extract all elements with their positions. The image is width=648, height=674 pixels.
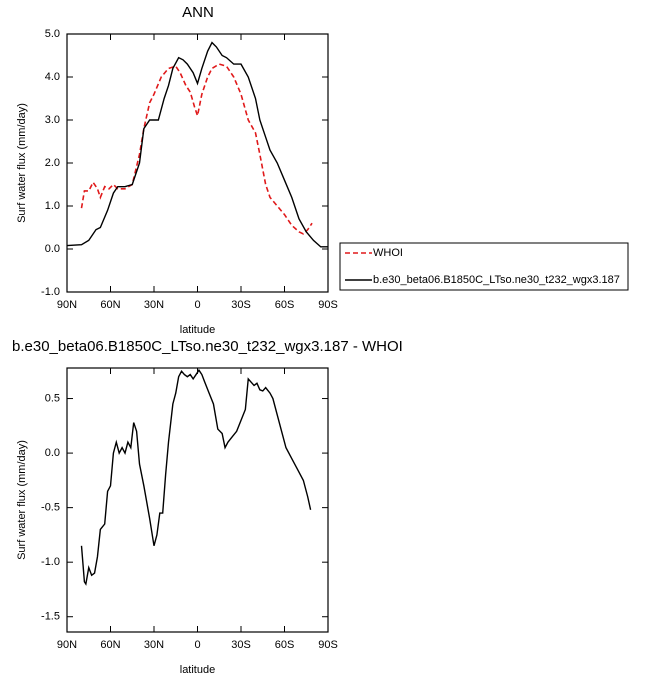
y-tick-label: -1.0 [41, 556, 60, 568]
x-tick-label: 0 [194, 639, 200, 651]
x-tick-label: 60N [100, 299, 120, 311]
legend-label: WHOI [373, 247, 403, 259]
legend-label: b.e30_beta06.B1850C_LTso.ne30_t232_wgx3.… [373, 274, 620, 286]
y-tick-label: -1.0 [41, 286, 60, 298]
y-tick-label: -1.5 [41, 611, 60, 623]
x-tick-label: 90N [57, 639, 77, 651]
chart-title: ANN [182, 4, 214, 21]
y-tick-label: 5.0 [45, 28, 60, 40]
y-tick-label: -0.5 [41, 502, 60, 514]
y-tick-label: 0.0 [45, 447, 60, 459]
y-tick-label: 0.0 [45, 243, 60, 255]
data-line [80, 63, 313, 235]
y-tick-label: 4.0 [45, 71, 60, 83]
x-tick-label: 90N [57, 299, 77, 311]
x-tick-label: 90S [318, 299, 338, 311]
chart-title: b.e30_beta06.B1850C_LTso.ne30_t232_wgx3.… [12, 338, 403, 355]
x-tick-label: 90S [318, 639, 338, 651]
x-tick-label: 30S [231, 299, 251, 311]
x-tick-label: 0 [194, 299, 200, 311]
x-tick-label: 60S [275, 299, 295, 311]
x-axis-label: latitude [180, 664, 215, 674]
y-axis-label: Surf water flux (mm/day) [16, 440, 28, 560]
y-axis-label: Surf water flux (mm/day) [16, 103, 28, 223]
x-axis-label: latitude [180, 324, 215, 336]
data-line [66, 41, 328, 248]
x-tick-label: 30N [144, 639, 164, 651]
y-tick-label: 1.0 [45, 200, 60, 212]
x-tick-label: 30N [144, 299, 164, 311]
legend-box [339, 242, 629, 291]
x-tick-label: 30S [231, 639, 251, 651]
y-tick-label: 2.0 [45, 157, 60, 169]
x-tick-label: 60S [275, 639, 295, 651]
data-line [80, 368, 312, 586]
x-tick-label: 60N [100, 639, 120, 651]
plot-frame [66, 33, 329, 293]
y-tick-label: 0.5 [45, 392, 60, 404]
plot-frame [66, 367, 329, 633]
y-tick-label: 3.0 [45, 114, 60, 126]
